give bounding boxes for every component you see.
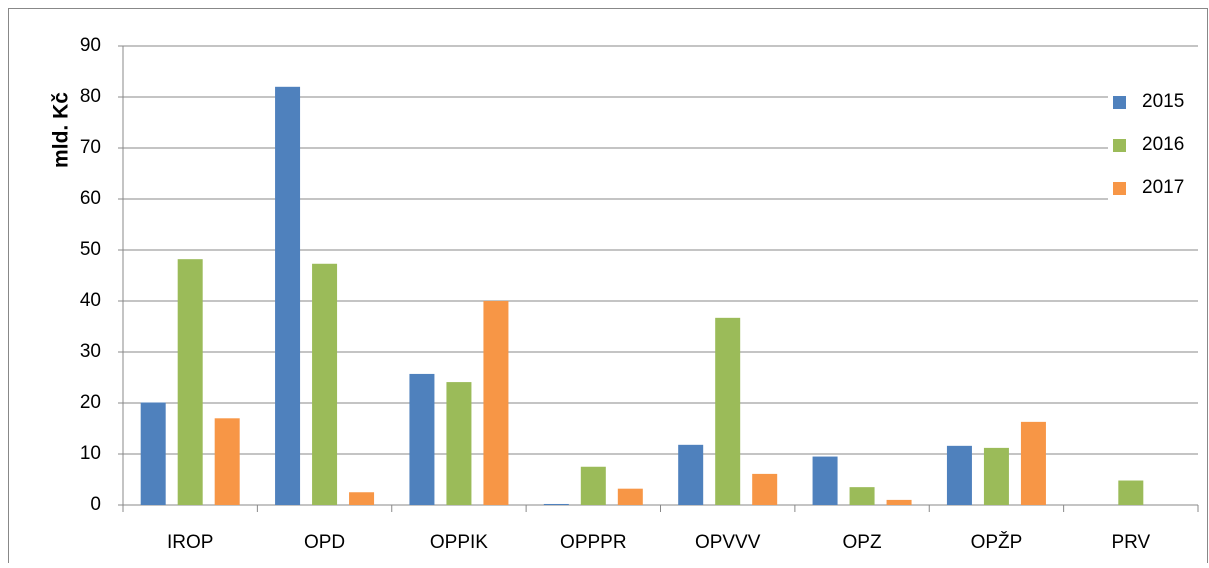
x-tick-label: OPŽP	[971, 531, 1023, 553]
x-tick-label: IROP	[167, 532, 213, 553]
y-tick-label: 0	[90, 494, 101, 515]
bar	[946, 445, 972, 505]
y-tick-label: 10	[80, 443, 101, 464]
bar	[140, 402, 166, 505]
bar	[1020, 421, 1046, 505]
x-tick-label: PRV	[1111, 532, 1150, 553]
bar	[349, 492, 375, 505]
x-tick-label: OPVVV	[695, 532, 761, 553]
y-tick-label: 60	[80, 188, 101, 209]
bar	[580, 466, 606, 505]
bar	[543, 503, 569, 505]
legend-label: 2017	[1142, 177, 1184, 198]
x-tick-label: OPPPR	[560, 532, 627, 553]
y-tick-label: 80	[80, 86, 101, 107]
bar	[678, 444, 704, 505]
y-axis-label: mld. Kč	[50, 92, 73, 168]
x-tick-label: OPPIK	[430, 532, 488, 553]
bar	[886, 499, 912, 505]
legend-label: 2015	[1142, 91, 1184, 112]
y-tick-label: 30	[80, 341, 101, 362]
legend-swatch	[1113, 182, 1126, 195]
legend-label: 2016	[1142, 134, 1184, 155]
bar	[214, 418, 240, 505]
bar	[812, 456, 838, 505]
bar	[177, 259, 203, 505]
bar	[1118, 480, 1144, 505]
x-tick-label: OPD	[304, 532, 345, 553]
bar	[446, 382, 472, 505]
bar	[275, 86, 301, 506]
bar	[849, 487, 875, 505]
bar	[617, 488, 643, 505]
y-tick-label: 20	[80, 392, 101, 413]
y-tick-label: 90	[80, 35, 101, 56]
bar	[715, 317, 741, 505]
bar	[483, 301, 509, 505]
bar	[983, 447, 1009, 505]
y-tick-label: 70	[80, 137, 101, 158]
y-tick-label: 50	[80, 239, 101, 260]
legend-swatch	[1113, 96, 1126, 109]
y-tick-label: 40	[80, 290, 101, 311]
legend-swatch	[1113, 139, 1126, 152]
x-tick-label: OPZ	[843, 532, 882, 553]
bar	[312, 263, 338, 505]
bar	[752, 473, 778, 505]
bar	[409, 373, 435, 505]
